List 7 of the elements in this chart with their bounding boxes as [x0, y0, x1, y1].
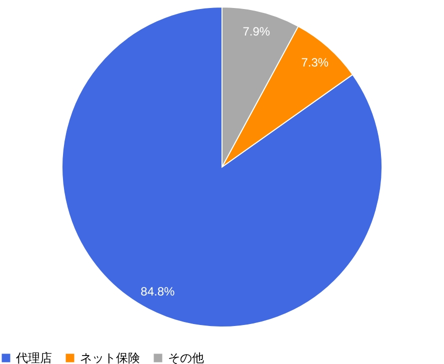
legend-label: 代理店: [15, 351, 52, 364]
legend-label: ネット保険: [80, 351, 140, 364]
legend-label: その他: [168, 351, 204, 364]
data-label: 7.3%: [301, 55, 329, 70]
pie-slice: [62, 6, 382, 328]
data-label: 7.9%: [242, 24, 270, 38]
data-label: 84.8%: [140, 284, 175, 298]
